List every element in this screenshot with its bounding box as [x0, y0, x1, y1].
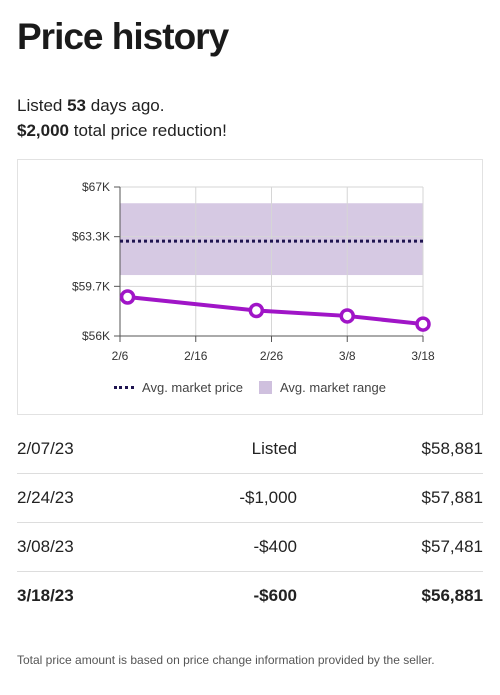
y-tick-label: $56K — [82, 329, 110, 343]
y-tick-label: $59.7K — [72, 279, 110, 293]
price-chart: $67K $63.3K $59.7K $56K 2/6 2/16 2/26 3/8 3/18 A… — [17, 159, 483, 415]
row-price: $58,881 — [421, 439, 483, 458]
row-date: 3/08/23 — [17, 537, 74, 556]
row-price: $56,881 — [421, 586, 483, 605]
y-tick-label: $67K — [82, 180, 110, 194]
price-summary: Listed 53 days ago. $2,000 total price r… — [17, 93, 483, 143]
table-row: 2/24/23 -$1,000 $57,881 — [17, 474, 483, 523]
row-date: 2/24/23 — [17, 488, 74, 507]
x-tick-label: 2/26 — [260, 349, 284, 363]
x-tick-label: 3/8 — [339, 349, 356, 363]
table-row: 3/08/23 -$400 $57,481 — [17, 523, 483, 572]
page-title: Price history — [17, 16, 229, 57]
row-change: -$1,000 — [239, 488, 297, 507]
price-point — [339, 308, 355, 324]
table-row: 3/18/23 -$600 $56,881 — [17, 572, 483, 620]
x-tick-label: 2/16 — [184, 349, 208, 363]
price-history-table: 2/07/23 Listed $58,881 2/24/23 -$1,000 $… — [17, 425, 483, 620]
row-change: Listed — [251, 439, 297, 458]
listed-line: Listed 53 days ago. — [17, 93, 483, 118]
footnote: Total price amount is based on price cha… — [17, 653, 435, 667]
table-row: 2/07/23 Listed $58,881 — [17, 425, 483, 474]
legend-avg-price-label: Avg. market price — [142, 380, 243, 395]
price-point — [415, 316, 431, 332]
price-point — [248, 302, 265, 319]
row-change: -$600 — [253, 586, 297, 605]
price-series-line — [127, 294, 424, 327]
listed-days: 53 — [67, 96, 87, 115]
x-tick-label: 2/6 — [112, 349, 129, 363]
legend-avg-price: Avg. market price — [114, 380, 243, 395]
reduction-suffix: total price reduction! — [69, 121, 227, 140]
row-date: 2/07/23 — [17, 439, 74, 458]
row-price: $57,881 — [421, 488, 483, 507]
listed-suffix: days ago. — [86, 96, 165, 115]
price-point — [119, 289, 136, 305]
reduction-amount: $2,000 — [17, 121, 69, 140]
legend-avg-range: Avg. market range — [258, 380, 386, 395]
dotted-line-icon — [114, 386, 135, 389]
chart-legend: Avg. market price Avg. market range — [18, 380, 482, 395]
row-price: $57,481 — [421, 537, 483, 556]
row-change: -$400 — [253, 537, 297, 556]
y-tick-label: $63.3K — [72, 230, 110, 244]
legend-avg-range-label: Avg. market range — [279, 380, 386, 395]
x-tick-label: 3/18 — [411, 349, 435, 363]
range-swatch-icon — [258, 381, 272, 394]
listed-prefix: Listed — [17, 96, 68, 115]
row-date: 3/18/23 — [17, 586, 74, 605]
reduction-line: $2,000 total price reduction! — [17, 118, 483, 143]
